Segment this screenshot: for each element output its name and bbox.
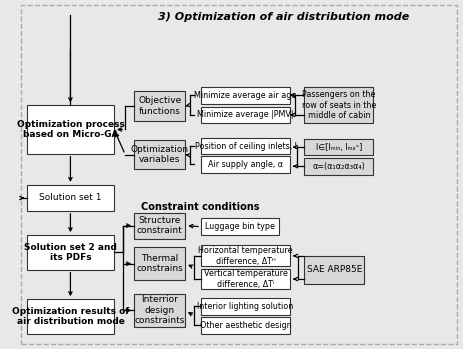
Text: Luggage bin type: Luggage bin type	[205, 222, 275, 231]
FancyBboxPatch shape	[134, 91, 185, 121]
Text: l∈[lₘᵢₙ, lₘₐˣ]: l∈[lₘᵢₙ, lₘₐˣ]	[316, 143, 362, 152]
Text: Passengers on the
row of seats in the
middle of cabin: Passengers on the row of seats in the mi…	[302, 90, 376, 120]
FancyBboxPatch shape	[201, 107, 290, 123]
Text: α=(α₁α₂α₃α₄): α=(α₁α₂α₃α₄)	[313, 162, 365, 171]
FancyBboxPatch shape	[201, 87, 290, 104]
Text: Optimization
variables: Optimization variables	[131, 145, 189, 164]
FancyBboxPatch shape	[201, 317, 290, 334]
FancyBboxPatch shape	[201, 269, 290, 289]
FancyBboxPatch shape	[201, 156, 290, 173]
FancyBboxPatch shape	[134, 140, 185, 169]
Text: Horizontal temperature
difference, ΔTᴴ: Horizontal temperature difference, ΔTᴴ	[198, 246, 293, 266]
FancyBboxPatch shape	[201, 138, 290, 154]
FancyBboxPatch shape	[304, 158, 373, 174]
Text: Vertical temperature
difference, ΔTᴵ: Vertical temperature difference, ΔTᴵ	[204, 269, 288, 289]
Text: Interrior
design
constraints: Interrior design constraints	[135, 296, 185, 325]
Text: Solution set 1: Solution set 1	[39, 193, 102, 202]
Text: Minimize average air age: Minimize average air age	[194, 91, 297, 100]
FancyBboxPatch shape	[134, 247, 185, 280]
FancyBboxPatch shape	[304, 139, 373, 155]
FancyBboxPatch shape	[27, 235, 114, 270]
FancyBboxPatch shape	[304, 87, 373, 123]
Text: Objective
functions: Objective functions	[138, 96, 181, 116]
Text: Air supply angle, α: Air supply angle, α	[208, 160, 283, 169]
Text: 3) Optimization of air distribution mode: 3) Optimization of air distribution mode	[158, 12, 409, 22]
Text: Position of ceiling inlets, l: Position of ceiling inlets, l	[194, 142, 296, 151]
Text: Minimize average |PMV|: Minimize average |PMV|	[197, 110, 294, 119]
Text: Interior lighting solution: Interior lighting solution	[197, 302, 294, 311]
Text: Other aesthetic design: Other aesthetic design	[200, 321, 291, 330]
FancyBboxPatch shape	[304, 256, 364, 283]
FancyBboxPatch shape	[201, 245, 290, 266]
FancyBboxPatch shape	[134, 213, 185, 239]
Text: Constraint conditions: Constraint conditions	[141, 202, 259, 213]
Text: Optimization results of
air distribution mode: Optimization results of air distribution…	[12, 307, 129, 326]
FancyBboxPatch shape	[27, 185, 114, 211]
FancyBboxPatch shape	[27, 105, 114, 154]
Text: Optimization process
based on Micro-GA: Optimization process based on Micro-GA	[17, 120, 125, 139]
FancyBboxPatch shape	[201, 218, 279, 235]
FancyBboxPatch shape	[134, 294, 185, 327]
FancyBboxPatch shape	[27, 299, 114, 334]
Text: Solution set 2 and
its PDFs: Solution set 2 and its PDFs	[24, 243, 117, 262]
Text: Thermal
constrains: Thermal constrains	[137, 254, 183, 273]
Text: SAE ARP85E: SAE ARP85E	[307, 265, 362, 274]
FancyBboxPatch shape	[201, 298, 290, 315]
Text: Structure
constraint: Structure constraint	[137, 216, 182, 235]
